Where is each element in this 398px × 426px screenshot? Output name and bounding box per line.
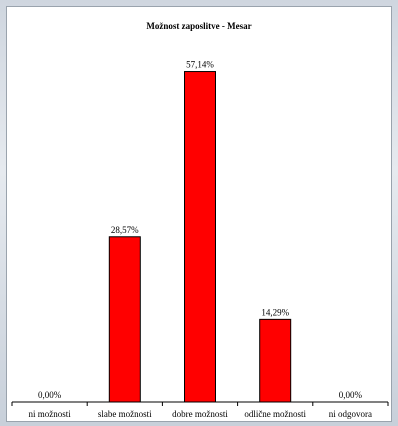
data-label-3: 14,29% — [261, 307, 289, 317]
x-tick-label-0: ni možnosti — [28, 409, 71, 419]
x-tick-label-1: slabe možnosti — [98, 409, 152, 419]
data-labels-group: 0,00% 28,57% 57,14% 14,29% 0,00% — [38, 60, 363, 400]
x-tick-label-2: dobre možnosti — [172, 409, 228, 419]
data-label-4: 0,00% — [339, 390, 363, 400]
chart-title: Možnost zaposlitve - Mesar — [146, 21, 251, 31]
data-label-0: 0,00% — [38, 390, 62, 400]
bar-2 — [184, 71, 216, 403]
bar-3 — [259, 318, 292, 403]
data-label-2: 57,14% — [186, 60, 214, 70]
x-ticks-group — [11, 402, 389, 406]
x-tick-labels-group: ni možnosti slabe možnosti dobre možnosti o… — [28, 409, 372, 419]
bar-1 — [108, 236, 141, 403]
data-label-1: 28,57% — [111, 225, 139, 235]
x-tick-label-3: odlične možnosti — [244, 409, 306, 419]
bars-group — [108, 71, 292, 403]
x-tick-label-4: ni odgovora — [329, 409, 372, 419]
